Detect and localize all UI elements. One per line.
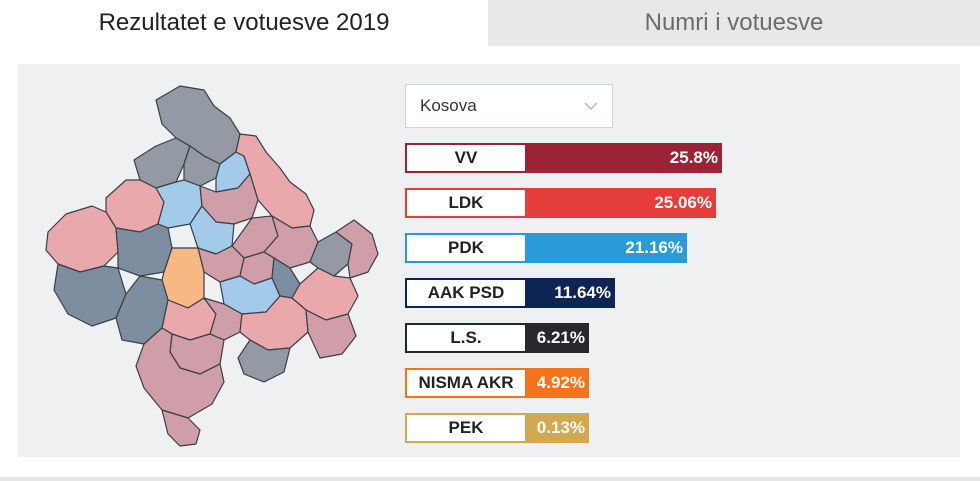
bar-value-label: 0.13% xyxy=(536,418,585,437)
bar-category-label: NISMA AKR xyxy=(405,368,527,398)
kosovo-map xyxy=(44,82,384,447)
region-select-value: Kosova xyxy=(420,96,477,115)
bar-category-label: VV xyxy=(405,143,527,173)
map-region-peja[interactable] xyxy=(45,205,119,273)
map-region-prizren[interactable] xyxy=(135,327,225,419)
bar: 11.64% xyxy=(527,278,615,308)
bar-value-label: 6.21% xyxy=(536,328,585,347)
kosovo-map-svg xyxy=(45,85,379,447)
bar: 21.16% xyxy=(527,233,687,263)
map-region-kamenica[interactable] xyxy=(335,219,379,279)
map-region-dragash[interactable] xyxy=(161,409,201,447)
bar-category-label: PEK xyxy=(405,413,527,443)
region-select[interactable]: Kosova xyxy=(405,84,613,128)
map-region-kacanik[interactable] xyxy=(237,339,291,383)
bar: 4.92% xyxy=(527,368,589,398)
map-region-decan[interactable] xyxy=(53,263,127,327)
results-panel: Kosova VV 25.8% LDK 25.06% PDK 21.16% AAK PSD 1… xyxy=(18,64,960,457)
bar-category-label: PDK xyxy=(405,233,527,263)
bottom-divider xyxy=(0,477,980,481)
bar-category-label: L.S. xyxy=(405,323,527,353)
map-region-istog[interactable] xyxy=(105,179,165,233)
bar-category-label: LDK xyxy=(405,188,527,218)
map-region-shtime[interactable] xyxy=(203,297,243,341)
bar-category-label: AAK PSD xyxy=(405,278,527,308)
tab-election-results[interactable]: Rezultatet e votuesve 2019 xyxy=(0,0,488,46)
bar-value-label: 25.8% xyxy=(669,148,718,167)
map-region-klina[interactable] xyxy=(115,223,173,277)
tab-bar: Rezultatet e votuesve 2019 Numri i votue… xyxy=(0,0,980,46)
map-region-vitia[interactable] xyxy=(305,309,357,359)
bar-value-label: 4.92% xyxy=(536,373,585,392)
tab-voter-count[interactable]: Numri i votuesve xyxy=(488,0,980,46)
bar: 6.21% xyxy=(527,323,589,353)
bar: 25.06% xyxy=(527,188,716,218)
bar: 25.8% xyxy=(527,143,722,173)
bar-value-label: 25.06% xyxy=(654,193,712,212)
chevron-down-icon xyxy=(584,102,598,111)
bar: 0.13% xyxy=(527,413,589,443)
bar-value-label: 11.64% xyxy=(554,283,611,302)
map-region-prishtina[interactable] xyxy=(263,215,319,269)
map-region-zvecan[interactable] xyxy=(183,145,221,187)
bar-value-label: 21.16% xyxy=(625,238,683,257)
